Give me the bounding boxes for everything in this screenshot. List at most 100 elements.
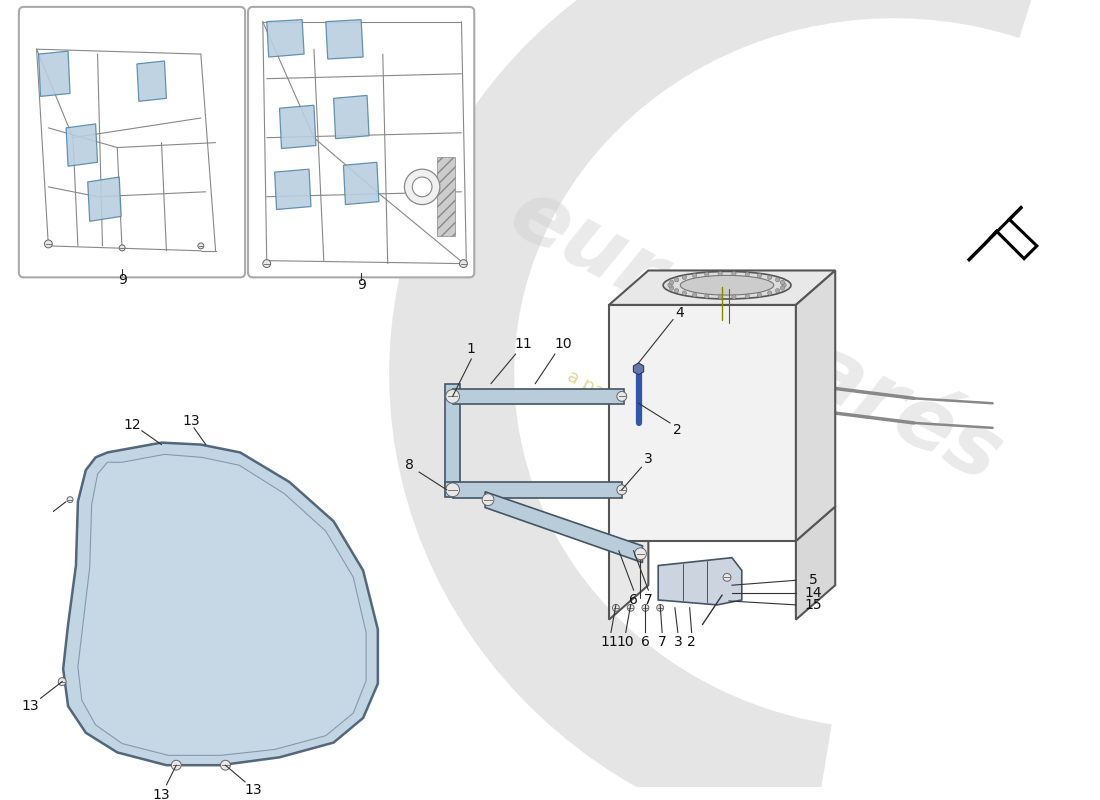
Circle shape bbox=[617, 485, 627, 494]
Polygon shape bbox=[452, 389, 624, 404]
Circle shape bbox=[198, 243, 204, 249]
Polygon shape bbox=[39, 51, 70, 96]
Circle shape bbox=[613, 604, 619, 611]
Circle shape bbox=[780, 280, 784, 285]
Circle shape bbox=[782, 283, 786, 287]
Circle shape bbox=[670, 280, 674, 285]
Circle shape bbox=[732, 294, 736, 299]
Circle shape bbox=[768, 275, 772, 279]
Circle shape bbox=[682, 291, 686, 295]
Circle shape bbox=[263, 260, 271, 267]
Circle shape bbox=[220, 760, 230, 770]
Circle shape bbox=[670, 286, 674, 290]
Circle shape bbox=[67, 497, 73, 502]
Circle shape bbox=[617, 391, 627, 402]
Polygon shape bbox=[444, 383, 461, 487]
Circle shape bbox=[757, 293, 761, 297]
Text: 15: 15 bbox=[805, 598, 823, 612]
Circle shape bbox=[412, 177, 432, 197]
Text: 14: 14 bbox=[805, 586, 823, 600]
Polygon shape bbox=[136, 61, 166, 102]
Circle shape bbox=[460, 260, 467, 267]
Polygon shape bbox=[66, 124, 98, 166]
Text: 4: 4 bbox=[675, 306, 684, 320]
Text: eurosparés: eurosparés bbox=[496, 168, 1018, 501]
Polygon shape bbox=[609, 506, 835, 620]
Text: 6: 6 bbox=[629, 593, 638, 607]
Text: 8: 8 bbox=[405, 458, 414, 472]
Text: 11: 11 bbox=[515, 338, 532, 351]
Text: 1985: 1985 bbox=[758, 340, 834, 398]
Circle shape bbox=[745, 272, 749, 276]
Circle shape bbox=[705, 294, 710, 298]
Text: 13: 13 bbox=[153, 788, 170, 800]
Circle shape bbox=[642, 604, 649, 611]
Circle shape bbox=[627, 604, 634, 611]
FancyBboxPatch shape bbox=[19, 7, 245, 278]
Circle shape bbox=[119, 245, 125, 251]
Text: a passion for motoring: a passion for motoring bbox=[564, 367, 752, 478]
Circle shape bbox=[668, 283, 672, 287]
Polygon shape bbox=[78, 454, 366, 755]
Circle shape bbox=[732, 271, 736, 276]
Polygon shape bbox=[609, 305, 796, 541]
Circle shape bbox=[723, 574, 732, 582]
Text: 6: 6 bbox=[641, 635, 650, 650]
Circle shape bbox=[776, 278, 780, 282]
Circle shape bbox=[172, 760, 182, 770]
Circle shape bbox=[682, 275, 686, 279]
Polygon shape bbox=[796, 270, 835, 541]
Circle shape bbox=[757, 274, 761, 278]
Polygon shape bbox=[658, 558, 741, 605]
Circle shape bbox=[718, 271, 723, 276]
Text: 2: 2 bbox=[673, 423, 682, 437]
Circle shape bbox=[718, 294, 723, 299]
Text: 3: 3 bbox=[644, 452, 652, 466]
Circle shape bbox=[776, 289, 780, 293]
Circle shape bbox=[657, 604, 663, 611]
Circle shape bbox=[674, 289, 679, 293]
Bar bbox=[437, 158, 454, 236]
Text: 2: 2 bbox=[688, 635, 696, 650]
Text: 11: 11 bbox=[601, 635, 618, 650]
Text: 9: 9 bbox=[356, 278, 365, 292]
Text: 12: 12 bbox=[123, 418, 141, 432]
Text: 7: 7 bbox=[658, 635, 667, 650]
Text: 7: 7 bbox=[644, 593, 652, 607]
Circle shape bbox=[768, 291, 772, 295]
Polygon shape bbox=[266, 20, 304, 57]
Ellipse shape bbox=[663, 271, 791, 299]
Text: 10: 10 bbox=[554, 338, 572, 351]
Circle shape bbox=[446, 390, 460, 403]
Circle shape bbox=[482, 494, 494, 506]
Text: 3: 3 bbox=[673, 635, 682, 650]
Polygon shape bbox=[326, 20, 363, 59]
Text: 13: 13 bbox=[244, 782, 262, 797]
Circle shape bbox=[693, 274, 696, 278]
Polygon shape bbox=[485, 492, 642, 562]
Polygon shape bbox=[88, 177, 121, 222]
Text: 5: 5 bbox=[810, 574, 818, 587]
Circle shape bbox=[405, 169, 440, 205]
Text: 13: 13 bbox=[22, 699, 40, 713]
Polygon shape bbox=[968, 206, 1037, 261]
Circle shape bbox=[780, 286, 784, 290]
Polygon shape bbox=[444, 482, 461, 497]
Ellipse shape bbox=[680, 275, 773, 295]
Polygon shape bbox=[634, 363, 643, 374]
Polygon shape bbox=[333, 95, 369, 138]
Text: 9: 9 bbox=[118, 274, 127, 287]
Text: 10: 10 bbox=[617, 635, 635, 650]
Circle shape bbox=[446, 483, 460, 497]
Polygon shape bbox=[343, 162, 378, 205]
Circle shape bbox=[705, 272, 710, 276]
Polygon shape bbox=[275, 169, 311, 210]
Text: 1: 1 bbox=[466, 342, 476, 356]
Text: 13: 13 bbox=[183, 414, 200, 428]
Circle shape bbox=[674, 278, 679, 282]
Circle shape bbox=[745, 294, 749, 298]
Polygon shape bbox=[63, 442, 378, 766]
Polygon shape bbox=[796, 506, 835, 620]
Polygon shape bbox=[279, 106, 316, 149]
Circle shape bbox=[58, 678, 66, 686]
